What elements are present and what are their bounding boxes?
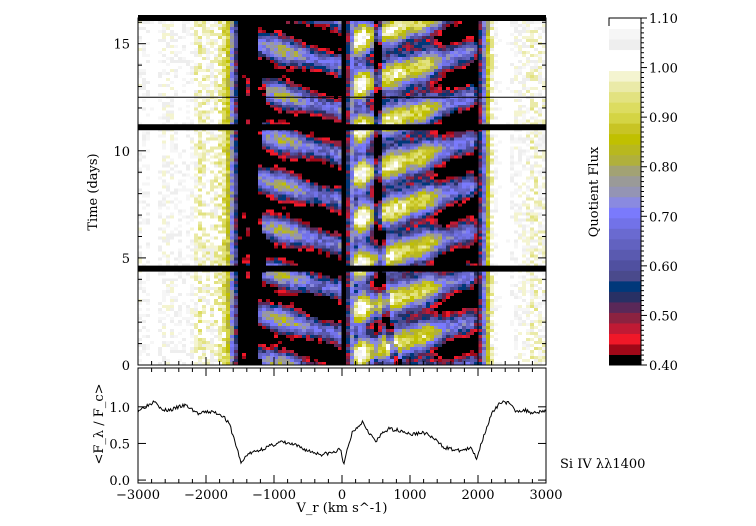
colorbar-label: Quotient Flux [587, 146, 602, 237]
colorbar-swatch [609, 343, 641, 355]
annotation-line-id: Si IV λλ1400 [560, 457, 645, 472]
flux-tick-label: 0.5 [109, 437, 130, 452]
axes: −3000 −2000 −1000 0 1000 2000 3000 0 5 10 15 0.0 0.5… [109, 15, 563, 503]
colorbar-tick-label: 1.00 [649, 62, 678, 77]
colorbar-swatch [609, 196, 641, 208]
colorbar-swatch [609, 354, 641, 366]
colorbar-tick-label: 0.80 [649, 161, 678, 176]
x-tick-label: −2000 [184, 488, 228, 503]
colorbar-tick-label: 0.40 [649, 359, 678, 374]
colorbar-swatch [609, 291, 641, 303]
y-tick-label: 10 [113, 145, 130, 160]
colorbar-swatch [609, 175, 641, 187]
colorbar: 0.40 0.50 0.60 0.70 0.80 0.90 1.00 1.10 [608, 12, 678, 374]
colorbar-swatch [609, 91, 641, 103]
colorbar-swatch [609, 49, 641, 61]
colorbar-swatch [609, 60, 641, 72]
colorbar-swatch [609, 322, 641, 334]
flux-tick-label: 0.0 [109, 474, 130, 489]
y-tick-label: 15 [113, 38, 130, 53]
colorbar-swatch [609, 70, 641, 82]
colorbar-swatch [609, 228, 641, 240]
colorbar-tick-label: 0.60 [649, 260, 678, 275]
colorbar-swatch [609, 123, 641, 135]
colorbar-swatch [609, 28, 641, 40]
colorbar-swatch [609, 112, 641, 124]
x-tick-label: −1000 [252, 488, 296, 503]
mean-profile-line [137, 400, 547, 466]
colorbar-tick-label: 1.10 [649, 12, 678, 27]
colorbar-swatch [609, 81, 641, 93]
colorbar-tick-label: 0.90 [649, 111, 678, 126]
y-axis-label-time: Time (days) [86, 153, 101, 230]
colorbar-swatch [609, 39, 641, 51]
y-tick-label: 0 [122, 359, 130, 374]
colorbar-swatch [609, 18, 641, 30]
colorbar-swatch [609, 186, 641, 198]
colorbar-swatch [609, 133, 641, 145]
colorbar-swatch [609, 312, 641, 324]
bottom-panel-frame [137, 367, 547, 484]
colorbar-swatch [609, 249, 641, 261]
x-tick-label: 1000 [393, 488, 426, 503]
colorbar-tick-label: 0.50 [649, 309, 678, 324]
colorbar-swatch [609, 333, 641, 345]
colorbar-swatch [609, 144, 641, 156]
x-tick-label: 2000 [461, 488, 494, 503]
x-tick-label: 3000 [529, 488, 562, 503]
flux-tick-label: 1.0 [109, 401, 130, 416]
x-tick-label: −3000 [116, 488, 160, 503]
colorbar-swatch [609, 301, 641, 313]
y-tick-label: 5 [122, 252, 130, 267]
colorbar-swatch [609, 165, 641, 177]
colorbar-swatch [609, 280, 641, 292]
colorbar-swatch [609, 102, 641, 114]
x-axis-label: V_r (km s^-1) [296, 501, 388, 516]
colorbar-swatch [609, 238, 641, 250]
colorbar-swatch [609, 207, 641, 219]
colorbar-swatch [609, 217, 641, 229]
colorbar-swatch [609, 154, 641, 166]
colorbar-swatch [609, 270, 641, 282]
colorbar-tick-label: 0.70 [649, 210, 678, 225]
x-tick-label: 0 [338, 488, 346, 503]
colorbar-swatch [609, 259, 641, 271]
y-axis-label-flux: <F_λ / F_c> [92, 384, 107, 465]
